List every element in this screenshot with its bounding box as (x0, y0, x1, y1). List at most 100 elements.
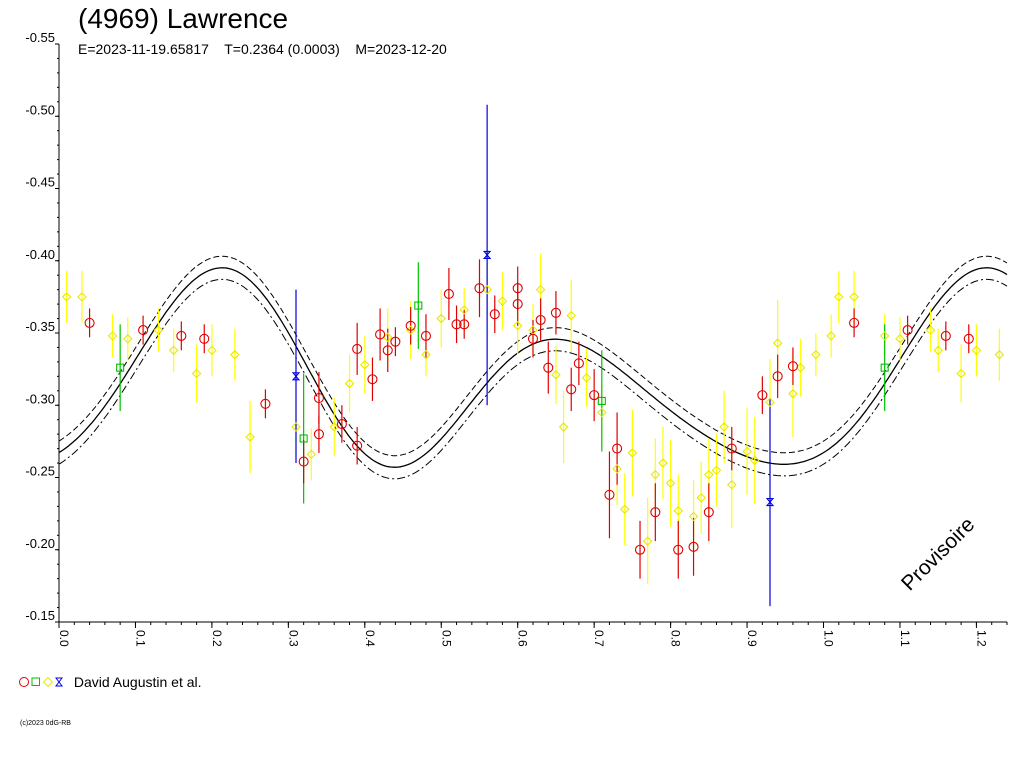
data-point-diamond (597, 407, 607, 418)
data-point-diamond (245, 432, 255, 442)
x-tick-label: 1.2 (974, 630, 988, 647)
data-point-circle (199, 333, 210, 344)
x-tick-label: 0.3 (286, 630, 300, 647)
data-point-circle (405, 320, 416, 331)
x-tick-label: 0.9 (745, 630, 759, 647)
data-point-circle (489, 309, 500, 320)
y-tick-label: -0.45 (25, 175, 55, 190)
data-point-circle (313, 429, 324, 440)
data-point-diamond (826, 331, 836, 341)
data-point-diamond (436, 313, 447, 324)
data-point-diamond (61, 292, 72, 302)
data-point-diamond (207, 345, 217, 356)
data-point-circle (138, 325, 149, 336)
data-point-hourglass (482, 250, 492, 260)
data-point-square (597, 396, 606, 405)
data-point-diamond (956, 368, 966, 379)
data-point-diamond (719, 422, 729, 432)
data-point-diamond (711, 465, 722, 476)
error-bars (66, 104, 1000, 607)
data-point-circle (260, 398, 271, 409)
data-point-diamond (673, 505, 684, 516)
data-point-diamond (726, 479, 737, 490)
data-point-diamond (627, 448, 638, 458)
epoch-text: E=2023-11-19.65817 (78, 41, 209, 57)
y-tick-label: -0.30 (25, 391, 55, 406)
data-point-diamond (230, 349, 240, 360)
data-point-diamond (665, 478, 676, 489)
data-point-diamond (704, 469, 714, 480)
data-point-circle (673, 544, 684, 555)
data-point-circle (963, 333, 974, 344)
data-point-diamond (329, 422, 340, 432)
x-tick-label: 0.8 (669, 630, 683, 647)
data-point-diamond (551, 370, 561, 380)
data-point-circle (589, 390, 600, 401)
data-point-diamond (696, 492, 706, 503)
legend-symbols (19, 676, 63, 688)
data-point-circle (512, 299, 523, 310)
x-tick-label: 0.6 (516, 630, 530, 647)
y-tick-label: -0.25 (25, 464, 55, 479)
data-point-diamond (834, 292, 844, 302)
data-point-diamond (971, 345, 982, 356)
data-point-circle (367, 374, 378, 385)
data-point-square (299, 434, 308, 443)
data-point-circle (543, 362, 554, 373)
data-point-diamond (895, 334, 905, 344)
data-point-circle (527, 333, 539, 344)
data-point-circle (612, 443, 623, 454)
data-point-circle (352, 343, 363, 354)
data-point-circle (566, 384, 577, 395)
data-point-diamond (123, 334, 133, 344)
data-point-diamond (421, 349, 431, 360)
data-point-circle (703, 507, 714, 518)
data-point-diamond (360, 360, 370, 370)
data-point-diamond (650, 469, 661, 480)
data-markers (61, 250, 1005, 555)
fit-curve-lower-band (58, 278, 1008, 480)
data-point-circle (313, 392, 324, 404)
data-point-circle (474, 283, 485, 294)
legend-circle-icon (19, 677, 29, 687)
data-point-circle (550, 307, 561, 318)
y-tick-label: -0.20 (25, 536, 55, 551)
axes: -0.55 -0.50 -0.45 -0.40 -0.35 -0.30 -0.25 -0.20… (25, 30, 1008, 647)
lightcurve-chart: -0.55 -0.50 -0.45 -0.40 -0.35 -0.30 -0.25 -0.20… (25, 30, 1008, 647)
y-tick-label: -0.15 (25, 608, 55, 623)
x-tick-label: 0.0 (57, 630, 71, 647)
chart-title: (4969) Lawrence (78, 3, 289, 34)
data-point-hourglass (765, 498, 775, 507)
data-point-diamond (658, 458, 668, 468)
data-point-diamond (925, 325, 936, 335)
data-point-circle (84, 317, 95, 328)
data-point-diamond (344, 378, 355, 389)
data-point-circle (443, 288, 454, 300)
data-point-circle (535, 314, 546, 326)
data-point-diamond (558, 422, 569, 432)
data-point-circle (772, 371, 783, 382)
fit-curve-line (58, 267, 1008, 468)
data-point-circle (512, 283, 523, 294)
data-point-diamond (535, 284, 546, 295)
y-tick-label: -0.50 (25, 102, 55, 117)
data-point-diamond (191, 368, 202, 379)
legend-hourglass-icon (55, 677, 63, 687)
data-point-circle (375, 329, 386, 340)
data-point-diamond (581, 373, 592, 383)
data-point-diamond (749, 455, 760, 465)
period-text: T=0.2364 (0.0003) (224, 41, 340, 57)
data-point-diamond (77, 292, 87, 302)
x-tick-label: 1.1 (898, 630, 912, 647)
data-point-diamond (933, 345, 943, 356)
data-point-circle (902, 325, 913, 336)
data-point-circle (849, 317, 860, 328)
data-point-diamond (306, 449, 317, 460)
data-point-diamond (291, 422, 301, 432)
data-point-diamond (168, 345, 179, 356)
x-tick-label: 0.4 (363, 630, 377, 647)
data-point-diamond (497, 296, 508, 306)
data-point-diamond (459, 305, 469, 315)
data-point-square (414, 301, 423, 310)
fit-curves (58, 255, 1008, 480)
